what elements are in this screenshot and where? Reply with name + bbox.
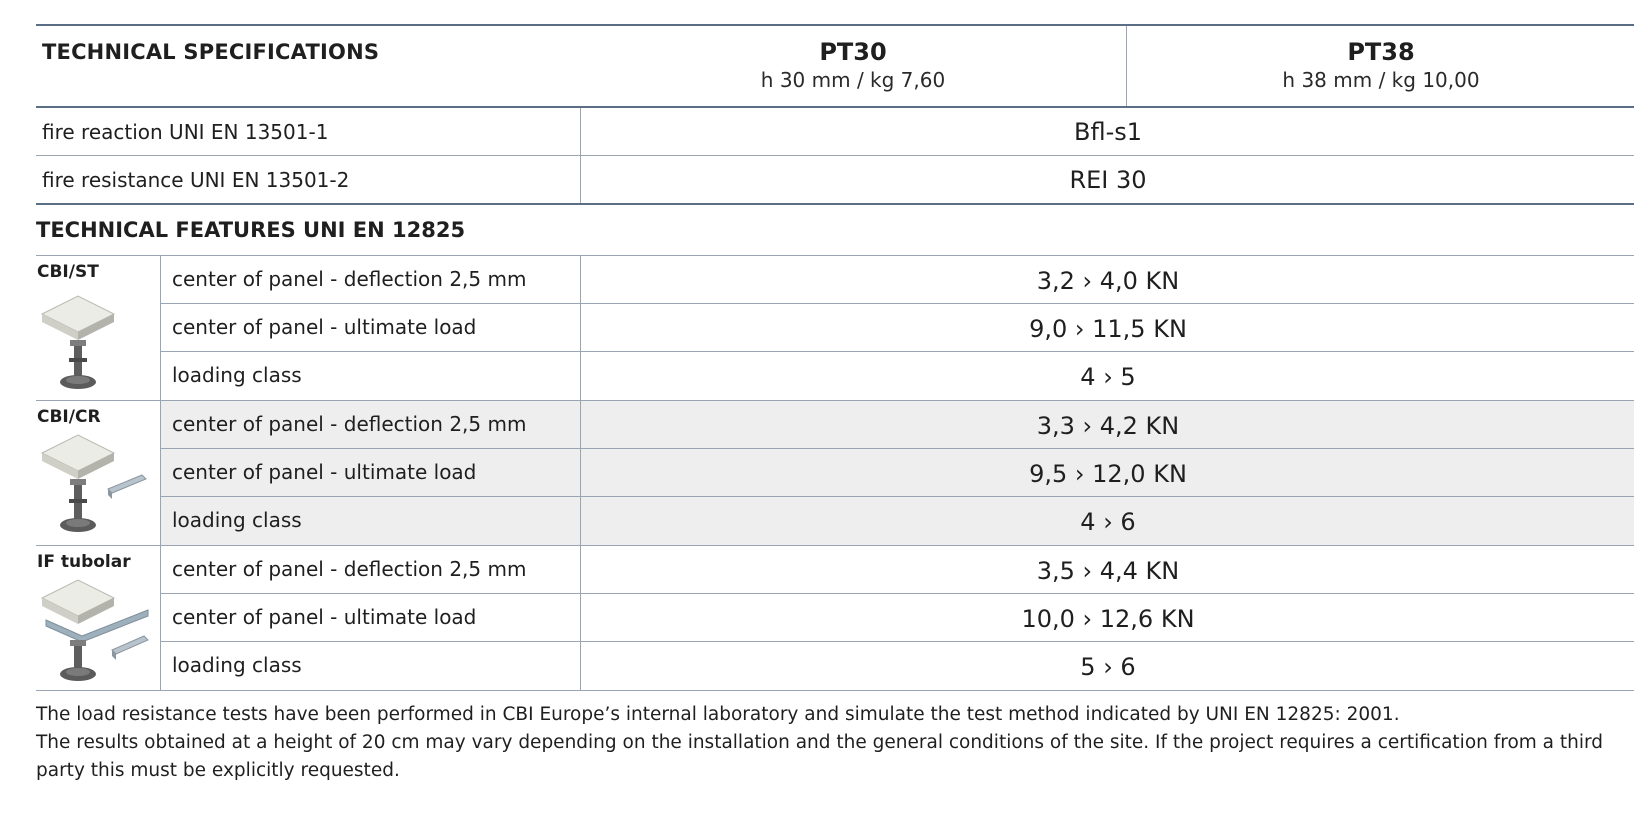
row-label: fire reaction UNI EN 13501-1: [42, 120, 329, 144]
spec-table: TECHNICAL SPECIFICATIONS PT30 h 30 mm / …: [36, 24, 1634, 785]
pedestal-panel-icon: [40, 295, 116, 389]
group-if-tubolar: IF tubolar center of panel - deflection …: [36, 546, 1634, 691]
footnotes: The load resistance tests have been perf…: [36, 701, 1634, 785]
table-header: TECHNICAL SPECIFICATIONS PT30 h 30 mm / …: [36, 24, 1634, 108]
row-value: 5 › 6: [580, 642, 1635, 690]
fire-resistance-row: fire resistance UNI EN 13501-2 REI 30: [36, 156, 1634, 205]
column-name: PT38: [1347, 38, 1415, 66]
table-row: loading class 4 › 6: [161, 497, 1634, 545]
group-label-cell: CBI/ST: [36, 256, 161, 400]
group-cbi-cr: CBI/CR center of panel - deflection 2,5 …: [36, 401, 1634, 546]
group-name: IF tubolar: [37, 552, 131, 572]
features-section-header: TECHNICAL FEATURES UNI EN 12825: [36, 205, 1634, 256]
row-label: center of panel - ultimate load: [172, 605, 477, 629]
table-title: TECHNICAL SPECIFICATIONS: [42, 40, 380, 64]
row-label: loading class: [172, 508, 302, 532]
table-row: loading class 4 › 5: [161, 352, 1634, 400]
column-name: PT30: [819, 38, 887, 66]
table-row: loading class 5 › 6: [161, 642, 1634, 690]
row-label: center of panel - deflection 2,5 mm: [172, 267, 527, 291]
row-value: REI 30: [580, 156, 1635, 203]
table-row: center of panel - deflection 2,5 mm 3,5 …: [161, 546, 1634, 594]
table-row: center of panel - ultimate load 9,5 › 12…: [161, 449, 1634, 497]
row-value: 4 › 5: [580, 352, 1635, 400]
group-name: CBI/CR: [37, 407, 101, 427]
table-row: center of panel - ultimate load 9,0 › 11…: [161, 304, 1634, 352]
table-row: center of panel - deflection 2,5 mm 3,3 …: [161, 401, 1634, 449]
group-rows: center of panel - deflection 2,5 mm 3,3 …: [161, 401, 1634, 545]
pedestal-stringer-icon: [40, 434, 147, 532]
row-label: loading class: [172, 363, 302, 387]
row-value: 10,0 › 12,6 KN: [580, 594, 1635, 641]
group-label-cell: CBI/CR: [36, 401, 161, 545]
row-label: fire resistance UNI EN 13501-2: [42, 168, 350, 192]
pedestal-tubular-stringer-icon: [40, 579, 149, 681]
row-value: 9,5 › 12,0 KN: [580, 449, 1635, 496]
footnote-results: The results obtained at a height of 20 c…: [36, 732, 1604, 781]
group-rows: center of panel - deflection 2,5 mm 3,5 …: [161, 546, 1634, 690]
row-label: loading class: [172, 653, 302, 677]
column-subtitle: h 38 mm / kg 10,00: [1282, 68, 1480, 92]
group-cbi-st: CBI/ST center of panel - deflection 2,5 …: [36, 256, 1634, 401]
row-value: 3,3 › 4,2 KN: [580, 401, 1635, 448]
column-pt38: PT38 h 38 mm / kg 10,00: [1126, 26, 1635, 106]
column-pt30: PT30 h 30 mm / kg 7,60: [580, 26, 1126, 106]
footnote-lab-tests: The load resistance tests have been perf…: [36, 704, 1400, 725]
row-label: center of panel - ultimate load: [172, 315, 477, 339]
row-value: 3,2 › 4,0 KN: [580, 256, 1635, 303]
group-rows: center of panel - deflection 2,5 mm 3,2 …: [161, 256, 1634, 400]
fire-reaction-row: fire reaction UNI EN 13501-1 Bfl-s1: [36, 108, 1634, 156]
row-value: Bfl-s1: [580, 108, 1635, 155]
row-label: center of panel - deflection 2,5 mm: [172, 412, 527, 436]
group-name: CBI/ST: [37, 262, 99, 282]
row-value: 9,0 › 11,5 KN: [580, 304, 1635, 351]
table-row: center of panel - ultimate load 10,0 › 1…: [161, 594, 1634, 642]
column-subtitle: h 30 mm / kg 7,60: [760, 68, 946, 92]
table-row: center of panel - deflection 2,5 mm 3,2 …: [161, 256, 1634, 304]
group-label-cell: IF tubolar: [36, 546, 161, 690]
row-label: center of panel - ultimate load: [172, 460, 477, 484]
row-value: 4 › 6: [580, 497, 1635, 545]
row-label: center of panel - deflection 2,5 mm: [172, 557, 527, 581]
section-title: TECHNICAL FEATURES UNI EN 12825: [36, 218, 466, 242]
row-value: 3,5 › 4,4 KN: [580, 546, 1635, 593]
